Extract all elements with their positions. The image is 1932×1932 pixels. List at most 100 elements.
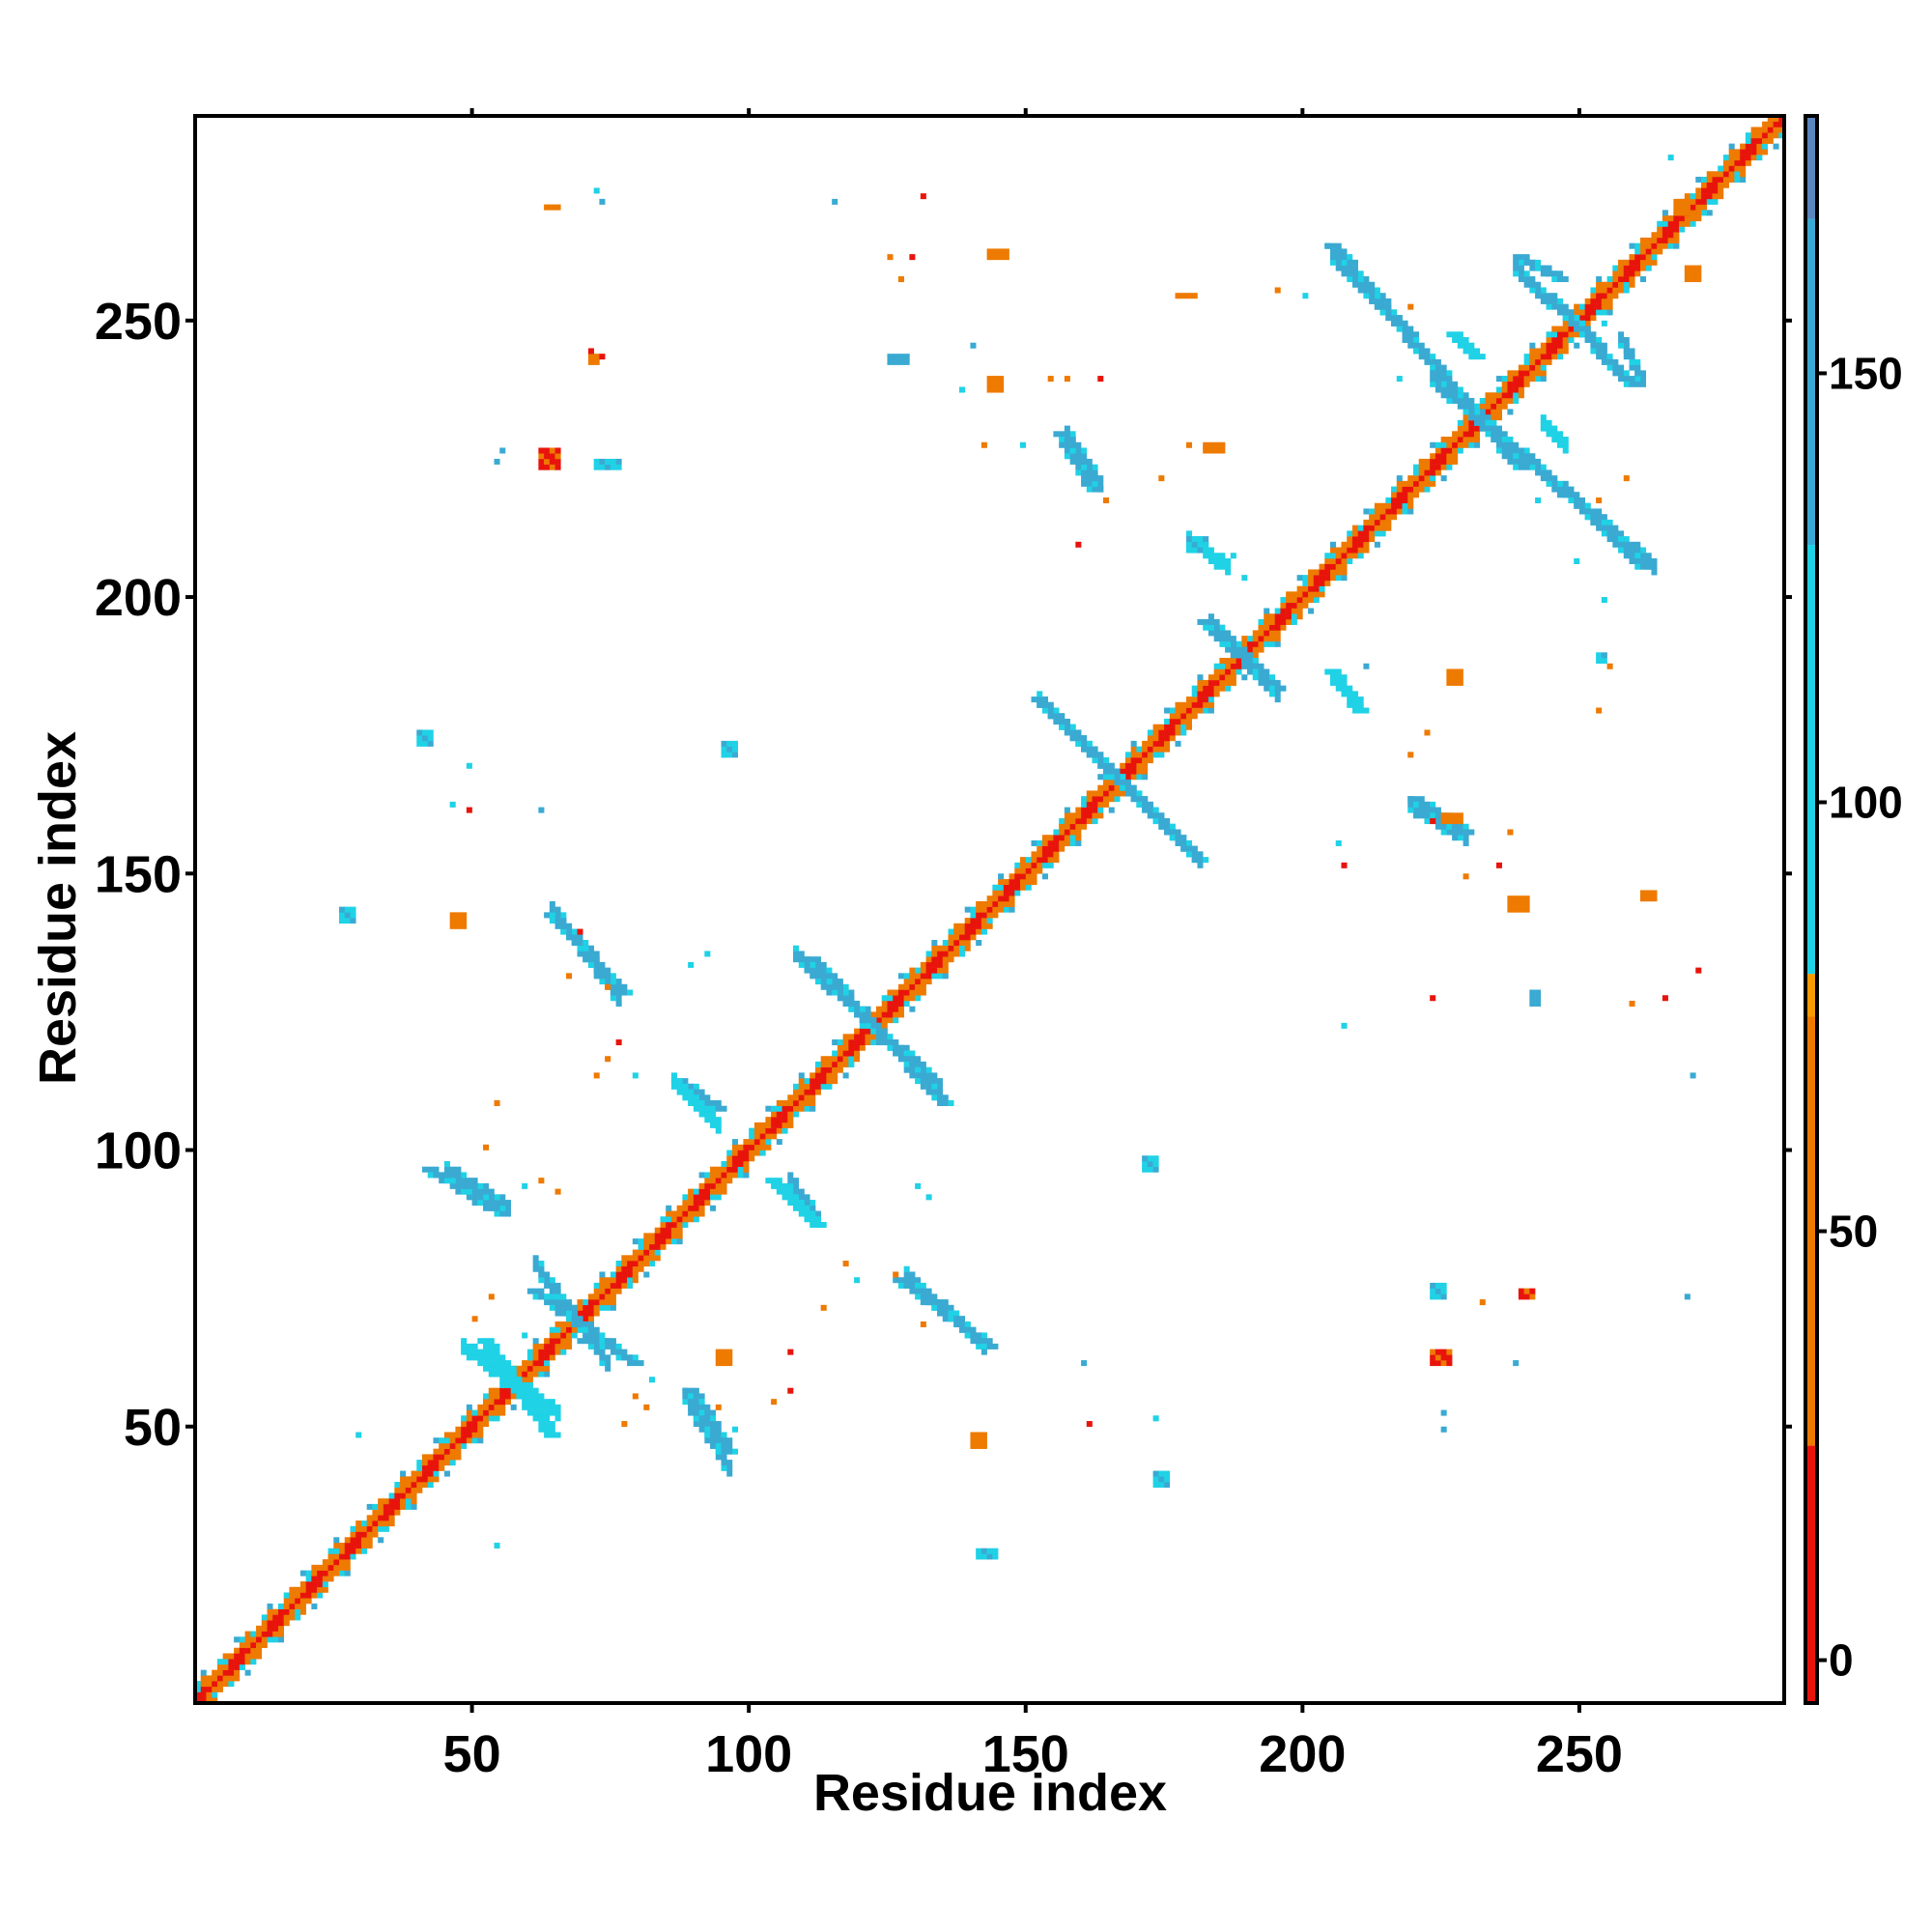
diagonal-cell [1745, 155, 1751, 161]
diagonal-cell [1590, 315, 1597, 322]
diagonal-cell [1657, 237, 1663, 243]
diagonal-cell [654, 1243, 661, 1250]
diagonal-cell [461, 1421, 468, 1428]
diagonal-cell [1424, 486, 1431, 493]
diagonal-cell [870, 1011, 877, 1018]
patch-cell [1191, 293, 1198, 299]
contact-cell [1081, 480, 1088, 487]
contact-cell-mirror [1120, 774, 1126, 781]
diagonal-cell [1667, 220, 1674, 227]
diagonal-cell [1540, 358, 1547, 365]
diagonal-cell [710, 1194, 717, 1201]
diagonal-cell [670, 1216, 677, 1223]
diagonal-cell [1014, 862, 1021, 868]
patch-cell [1690, 276, 1696, 283]
contact-cell-mirror [793, 945, 800, 952]
speck-cell [704, 951, 711, 957]
contact-cell-mirror [837, 989, 843, 996]
diagonal-cell [976, 923, 982, 929]
speck-cell [958, 386, 966, 393]
patch-cell [1507, 900, 1514, 907]
patch-cell [422, 729, 429, 736]
contact-cell-mirror [532, 1387, 539, 1394]
contact-cell-mirror [1562, 441, 1569, 448]
contact-cell-mirror [1069, 729, 1076, 736]
diagonal-cell [1430, 458, 1436, 465]
contact-cell-mirror [676, 1089, 683, 1095]
contact-cell-mirror [477, 1194, 484, 1201]
y-axis-title: Residue index [29, 731, 87, 1085]
patch-cell [721, 746, 727, 753]
diagonal-cell [1037, 857, 1043, 864]
contact-cell-mirror [1634, 547, 1641, 554]
diagonal-cell [1302, 585, 1309, 592]
patch-cell [976, 1437, 982, 1444]
contact-cell-mirror [1463, 403, 1469, 410]
diagonal-cell [948, 956, 954, 963]
contact-cell-mirror [593, 967, 600, 974]
contact-cell [948, 1316, 954, 1322]
contact-cell-mirror [1639, 553, 1647, 559]
diagonal-cell [1130, 740, 1137, 747]
diagonal-cell [903, 1000, 910, 1007]
diagonal-cell [1412, 480, 1420, 487]
patch-cell [587, 354, 594, 360]
contact-cell [693, 1387, 699, 1394]
contact-cell-mirror [1430, 376, 1436, 383]
diagonal-cell [1745, 159, 1751, 166]
diagonal-cell [1684, 220, 1690, 227]
diagonal-cell [1291, 613, 1297, 620]
diagonal-cell [726, 1155, 733, 1162]
diagonal-cell [737, 1150, 744, 1156]
contact-cell-mirror [1114, 768, 1121, 775]
diagonal-cell [1540, 370, 1547, 377]
contact-cell [781, 1194, 788, 1201]
diagonal-cell [461, 1437, 468, 1444]
diagonal-cell [842, 1039, 849, 1046]
contact-cell [1501, 447, 1508, 454]
contact-cell [1180, 835, 1187, 841]
contact-cell-mirror [554, 918, 561, 924]
diagonal-cell [532, 1338, 539, 1345]
patch-cell [1684, 204, 1690, 211]
diagonal-cell [317, 1592, 324, 1599]
diagonal-cell [666, 1227, 672, 1234]
diagonal-cell [605, 1288, 611, 1294]
diagonal-cell [1507, 392, 1514, 399]
diagonal-cell [1296, 585, 1303, 592]
contact-cell-mirror [1518, 276, 1524, 283]
contact-cell [870, 1028, 877, 1035]
diagonal-cell [1501, 392, 1508, 399]
contact-cell-mirror [544, 1409, 551, 1416]
diagonal-cell [931, 956, 938, 963]
contact-cell-mirror [793, 1178, 800, 1184]
diagonal-cell [1268, 640, 1275, 647]
diagonal-cell [1302, 591, 1309, 598]
patch-cell [461, 918, 468, 924]
contact-cell-mirror [710, 1442, 717, 1449]
contact-cell [526, 1288, 533, 1294]
contact-cell-mirror [715, 1127, 722, 1134]
diagonal-cell [1009, 895, 1015, 902]
diagonal-cell [915, 983, 922, 990]
diagonal-cell [632, 1255, 639, 1262]
diagonal-cell [1363, 530, 1370, 537]
diagonal-cell [1728, 165, 1735, 172]
contact-cell-mirror [1059, 719, 1065, 725]
diagonal-cell [1152, 740, 1159, 747]
diagonal-cell [743, 1144, 750, 1151]
patch-cell [1684, 270, 1690, 277]
patch-cell [1673, 198, 1680, 205]
diagonal-cell [455, 1454, 462, 1461]
contact-cell-mirror [1391, 315, 1398, 322]
contact-cell-mirror [549, 1409, 555, 1416]
contact-cell [1452, 331, 1459, 338]
diagonal-cell [1059, 839, 1065, 846]
diagonal-cell [1639, 242, 1647, 249]
diagonal-cell [759, 1127, 766, 1134]
diagonal-cell [1540, 364, 1547, 371]
patch-cell [1529, 1000, 1536, 1007]
diagonal-cell [200, 1669, 207, 1676]
diagonal-cell [360, 1542, 367, 1548]
diagonal-cell [1175, 719, 1181, 725]
